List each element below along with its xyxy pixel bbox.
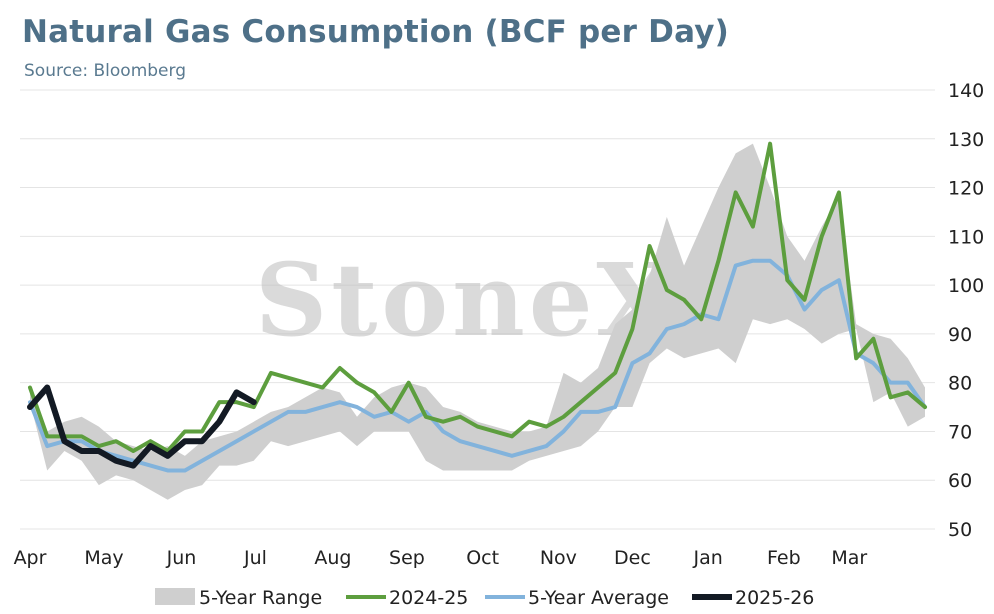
x-tick-label: Jun xyxy=(166,547,197,569)
legend-label-2025-26: 2025-26 xyxy=(735,587,814,609)
x-tick-label: Sep xyxy=(389,547,425,569)
x-tick-label: Jul xyxy=(243,547,267,569)
x-tick-label: Oct xyxy=(466,547,499,569)
chart-subtitle: Source: Bloomberg xyxy=(24,61,186,81)
x-tick-label: Feb xyxy=(767,547,801,569)
y-tick-label: 140 xyxy=(948,80,984,102)
five-year-average-line xyxy=(28,258,927,473)
x-tick-label: Apr xyxy=(14,547,47,569)
x-tick-label: May xyxy=(84,547,123,569)
legend-swatch-five-year-range xyxy=(155,588,195,605)
legend: 5-Year Range 2024-25 5-Year Average 2025… xyxy=(155,587,814,609)
five-year-range-band xyxy=(30,143,925,500)
y-tick-label: 100 xyxy=(948,275,984,297)
y-tick-label: 110 xyxy=(948,226,984,248)
y-tick-label: 50 xyxy=(948,519,972,541)
stonex-watermark: StoneX xyxy=(255,241,678,359)
x-tick-label: Jan xyxy=(692,547,722,569)
series-2025-26-line xyxy=(27,384,257,469)
y-tick-label: 80 xyxy=(948,373,972,395)
y-tick-label: 60 xyxy=(948,470,972,492)
x-axis-ticks: Apr May Jun Jul Aug Sep Oct Nov Dec Jan Feb Mar xyxy=(14,547,868,569)
x-tick-label: Dec xyxy=(614,547,651,569)
y-tick-label: 130 xyxy=(948,129,984,151)
x-tick-label: Aug xyxy=(314,547,351,569)
gridlines xyxy=(20,89,935,530)
y-tick-label: 90 xyxy=(948,324,972,346)
series-2024-25-line xyxy=(28,141,927,453)
y-tick-label: 70 xyxy=(948,421,972,443)
chart-title: Natural Gas Consumption (BCF per Day) xyxy=(22,14,730,50)
y-tick-label: 120 xyxy=(948,178,984,200)
legend-label-2024-25: 2024-25 xyxy=(389,587,468,609)
x-tick-label: Nov xyxy=(540,547,577,569)
y-axis-ticks: 50 60 70 80 90 100 110 120 130 140 xyxy=(948,80,984,541)
x-tick-label: Mar xyxy=(831,547,867,569)
legend-label-five-year-average: 5-Year Average xyxy=(528,587,669,609)
legend-label-five-year-range: 5-Year Range xyxy=(199,587,322,609)
